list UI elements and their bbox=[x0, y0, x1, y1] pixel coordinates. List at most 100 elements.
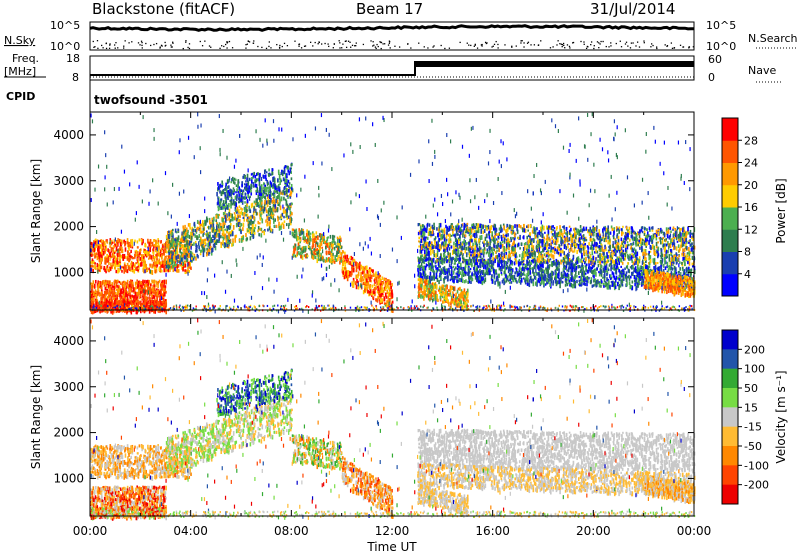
power-cell bbox=[106, 290, 108, 295]
nsearch-point bbox=[187, 47, 188, 48]
nsearch-point bbox=[672, 48, 673, 49]
power-cell bbox=[273, 225, 275, 228]
power-cell bbox=[148, 268, 150, 270]
nsearch-point bbox=[376, 48, 377, 49]
power-cell bbox=[621, 238, 623, 242]
power-cell bbox=[378, 284, 380, 287]
power-cell bbox=[465, 235, 467, 238]
power-cell bbox=[315, 249, 317, 251]
power-cell bbox=[330, 259, 332, 264]
power-cell bbox=[235, 217, 237, 220]
nsearch-point bbox=[598, 42, 599, 43]
nsearch-point bbox=[639, 46, 640, 47]
power-cell bbox=[119, 252, 121, 257]
nsearch-point bbox=[219, 48, 220, 49]
power-cell bbox=[255, 224, 257, 226]
power-cell bbox=[228, 218, 230, 221]
power-cell bbox=[175, 256, 177, 261]
power-cell bbox=[489, 246, 491, 250]
power-cell bbox=[445, 225, 447, 228]
power-cell bbox=[149, 254, 151, 258]
power-cell bbox=[114, 300, 116, 303]
power-cell bbox=[655, 262, 657, 265]
power-cell bbox=[135, 282, 137, 286]
power-cell bbox=[159, 301, 161, 304]
power-cell bbox=[289, 187, 291, 189]
power-cell bbox=[234, 212, 236, 214]
nsearch-point bbox=[247, 44, 248, 45]
power-cell bbox=[261, 199, 263, 201]
power-cell bbox=[166, 243, 168, 246]
power-cell bbox=[248, 185, 250, 189]
nave-tick-top: 60 bbox=[708, 53, 722, 66]
power-cell bbox=[98, 246, 100, 248]
power-cell bbox=[146, 307, 148, 311]
power-cell bbox=[331, 253, 333, 255]
power-cell bbox=[167, 258, 169, 263]
power-cell bbox=[311, 250, 313, 254]
power-cell bbox=[316, 251, 318, 255]
power-cell bbox=[289, 182, 291, 184]
power-cell bbox=[97, 256, 99, 261]
nsearch-point bbox=[253, 42, 254, 43]
power-cell bbox=[343, 262, 345, 265]
power-cell bbox=[118, 301, 120, 305]
power-cell bbox=[578, 232, 580, 237]
power-cell bbox=[381, 290, 383, 292]
power-cell bbox=[377, 288, 379, 291]
nsearch-point bbox=[600, 41, 601, 42]
power-cell bbox=[288, 189, 290, 193]
nsearch-point bbox=[318, 43, 319, 44]
power-cell bbox=[205, 241, 207, 245]
nsearch-point bbox=[249, 41, 250, 42]
power-cell bbox=[160, 291, 162, 294]
power-cell bbox=[249, 221, 251, 225]
nsearch-point bbox=[441, 45, 442, 46]
power-cell bbox=[271, 228, 273, 231]
nsearch-point bbox=[93, 41, 94, 42]
power-cell bbox=[360, 265, 362, 268]
power-cell bbox=[131, 240, 133, 244]
power-cell bbox=[94, 284, 96, 289]
power-cell bbox=[471, 251, 473, 253]
power-cell bbox=[345, 256, 347, 260]
power-cell bbox=[274, 186, 276, 190]
power-cell bbox=[239, 212, 241, 215]
nsearch-point bbox=[667, 45, 668, 46]
power-cell bbox=[367, 273, 369, 278]
power-cell bbox=[237, 214, 239, 217]
power-cell bbox=[343, 255, 345, 257]
power-cell bbox=[283, 225, 285, 229]
nsearch-point bbox=[348, 41, 349, 42]
power-cell bbox=[161, 248, 163, 252]
power-cell bbox=[239, 189, 241, 193]
power-cell bbox=[662, 239, 664, 244]
station-title: Blackstone (fitACF) bbox=[92, 0, 235, 18]
nsearch-point bbox=[389, 41, 390, 42]
freq-band bbox=[415, 62, 694, 67]
power-cell bbox=[103, 249, 105, 251]
power-cell bbox=[99, 294, 101, 297]
power-cell bbox=[193, 223, 195, 226]
power-cell bbox=[136, 279, 138, 281]
power-cell bbox=[185, 232, 187, 235]
power-cell bbox=[303, 234, 305, 239]
power-cell bbox=[197, 227, 199, 229]
power-cell bbox=[291, 203, 293, 205]
power-cell bbox=[94, 262, 96, 264]
power-cell bbox=[144, 264, 146, 266]
power-cell bbox=[266, 216, 268, 220]
power-cell bbox=[286, 208, 288, 213]
power-cell bbox=[233, 225, 235, 230]
power-cell bbox=[270, 173, 272, 175]
power-cell bbox=[251, 177, 253, 180]
power-cell bbox=[135, 251, 137, 253]
power-cell bbox=[153, 244, 155, 246]
power-cell bbox=[230, 205, 232, 209]
power-cell bbox=[176, 268, 178, 272]
power-cell bbox=[486, 243, 488, 247]
power-cell bbox=[109, 258, 111, 261]
power-cell bbox=[182, 267, 184, 271]
power-cell bbox=[334, 241, 336, 245]
nsearch-point bbox=[384, 43, 385, 44]
